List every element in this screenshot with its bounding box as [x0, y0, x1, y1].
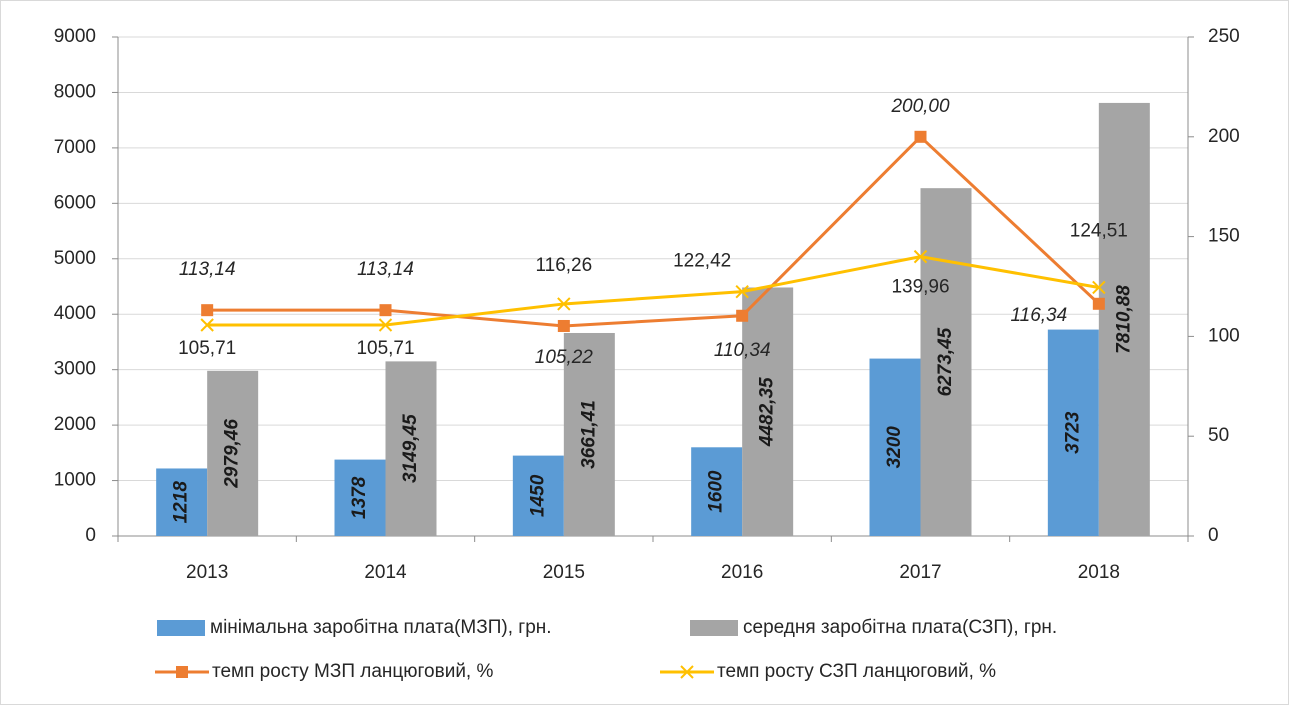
line-series	[207, 255, 1100, 327]
bar	[385, 361, 437, 536]
bar-value-label: 3200	[884, 426, 905, 469]
y2-tick-label: 150	[1208, 226, 1240, 247]
line-marker	[914, 130, 927, 143]
bar	[1098, 102, 1150, 536]
legend-marker	[176, 666, 188, 678]
bar	[512, 455, 564, 536]
line-value-label: 105,71	[178, 338, 236, 359]
bar-value-label: 3149,45	[400, 414, 421, 483]
line-value-label: 105,22	[535, 347, 594, 368]
y2-tick-label: 0	[1208, 525, 1219, 546]
line-value-label: 113,14	[179, 259, 236, 280]
legend-swatch	[157, 620, 205, 636]
x-tick-label: 2015	[543, 562, 585, 583]
line-value-label: 122,42	[673, 251, 731, 272]
bar	[920, 188, 972, 536]
y-tick-label: 5000	[54, 248, 96, 269]
line-marker	[557, 297, 571, 311]
bar	[563, 332, 615, 536]
bar-value-label: 4482,35	[757, 377, 778, 447]
bar	[156, 468, 208, 536]
y-tick-label: 3000	[54, 359, 96, 380]
line-marker	[379, 304, 392, 317]
legend-label: темп росту СЗП ланцюговий, %	[717, 661, 996, 682]
bar-value-label: 1450	[527, 474, 548, 517]
line-value-label: 116,34	[1010, 305, 1067, 326]
bar	[207, 370, 259, 536]
line-marker	[735, 284, 749, 299]
x-tick-label: 2018	[1078, 562, 1120, 583]
y2-tick-label: 200	[1208, 126, 1240, 147]
legend-label: мінімальна заробітна плата(МЗП), грн.	[210, 617, 552, 638]
bar-value-label: 1218	[171, 481, 192, 524]
line-value-label: 110,34	[714, 340, 771, 361]
line-marker	[378, 318, 393, 332]
line-value-label: 200,00	[890, 96, 950, 117]
line-marker	[1092, 280, 1106, 295]
y-tick-label: 2000	[54, 414, 96, 435]
y-tick-label: 9000	[54, 26, 96, 47]
x-tick-label: 2014	[364, 562, 407, 583]
bar	[334, 459, 386, 536]
x-tick-label: 2016	[721, 562, 763, 583]
y-tick-label: 7000	[54, 137, 96, 158]
bar-value-label: 6273,45	[935, 327, 956, 396]
bar-value-label: 1600	[706, 470, 727, 513]
line-marker	[736, 309, 749, 322]
line-value-label: 124,51	[1070, 220, 1128, 241]
bar-value-label: 3723	[1062, 411, 1083, 454]
line-value-label: 105,71	[356, 338, 414, 359]
bar-value-label: 7810,88	[1113, 285, 1134, 354]
y-tick-label: 6000	[54, 192, 96, 213]
y-tick-label: 8000	[54, 81, 96, 102]
line-value-label: 113,14	[357, 259, 414, 280]
line-value-label: 116,26	[535, 255, 592, 276]
y2-tick-label: 100	[1208, 325, 1240, 346]
legend-swatch	[690, 620, 738, 636]
y-tick-label: 4000	[54, 303, 96, 324]
bar	[742, 287, 794, 536]
line-marker	[1092, 297, 1105, 310]
x-tick-label: 2013	[186, 562, 228, 583]
bar	[1047, 329, 1099, 536]
line-marker	[913, 249, 928, 264]
y-tick-label: 0	[85, 525, 96, 546]
bar-value-label: 1378	[349, 476, 370, 519]
legend-label: середня заробітна плата(СЗП), грн.	[743, 617, 1057, 638]
bar	[869, 358, 921, 536]
bar	[691, 447, 743, 536]
y2-tick-label: 250	[1208, 26, 1240, 47]
x-tick-label: 2017	[899, 562, 941, 583]
line-marker	[200, 318, 214, 332]
line-series	[207, 134, 1100, 328]
line-marker	[201, 304, 214, 317]
bar-value-label: 3661,41	[578, 400, 599, 469]
line-marker	[557, 319, 570, 332]
y-tick-label: 1000	[54, 470, 96, 491]
line-value-label: 139,96	[891, 277, 949, 298]
legend-label: темп росту МЗП ланцюговий, %	[212, 661, 493, 682]
y2-tick-label: 50	[1208, 425, 1229, 446]
legend-marker	[680, 665, 694, 679]
bar-value-label: 2979,46	[222, 419, 243, 489]
